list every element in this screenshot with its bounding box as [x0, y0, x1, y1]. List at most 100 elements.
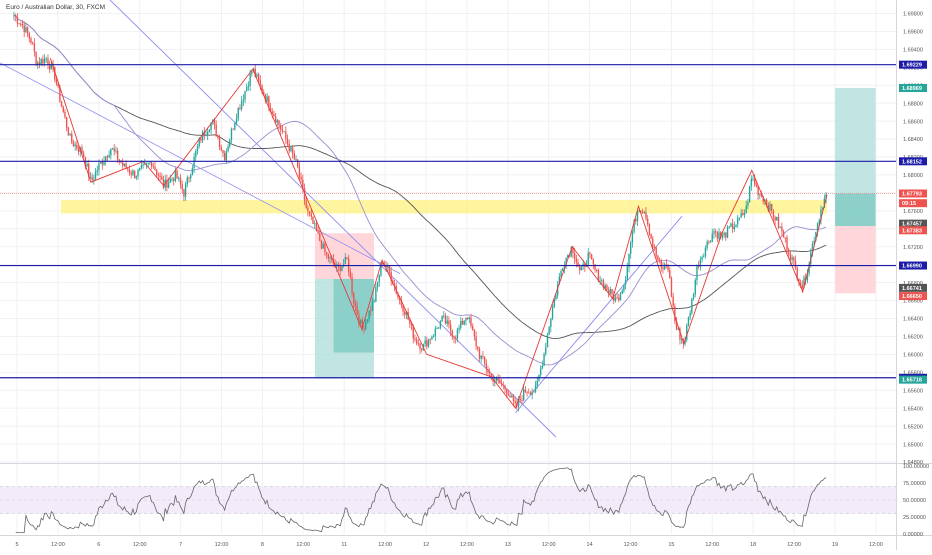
price-labels: 1.69229 1.68969 1.68152 1.67793 09:15 1.67457…: [899, 60, 927, 384]
time-tick-label: 12:00: [133, 542, 147, 548]
candle-body: [361, 320, 363, 329]
candle-body: [48, 64, 51, 70]
candle-body: [400, 299, 403, 306]
candle-body: [731, 223, 734, 230]
candle-body: [127, 168, 129, 170]
candle-body: [750, 178, 753, 187]
short-filled-box: [333, 278, 375, 353]
price-label: 1.66990: [902, 264, 922, 270]
candle-body: [220, 147, 222, 151]
candle-body: [645, 211, 647, 219]
candle-body: [172, 178, 175, 181]
price-label-bg: [899, 157, 927, 166]
candle-body: [251, 71, 253, 74]
candle-body: [237, 107, 239, 119]
candle-body: [694, 279, 696, 295]
candle-body: [130, 172, 132, 175]
candle-body: [541, 365, 544, 369]
candle-body: [660, 260, 662, 268]
candle-body: [787, 249, 790, 254]
candle-body: [329, 257, 331, 259]
candle-body: [446, 320, 448, 324]
candle-body: [139, 167, 141, 171]
price-label: 1.67457: [902, 222, 922, 228]
candle-body: [128, 169, 131, 173]
candle-body: [381, 262, 384, 265]
candle-body: [38, 62, 41, 65]
candle-body: [147, 162, 149, 164]
candle-body: [477, 346, 479, 349]
candle-body: [424, 340, 426, 344]
candle-body: [793, 257, 795, 261]
candle-body: [359, 320, 362, 324]
time-tick-label: 12:00: [215, 542, 229, 548]
candle-body: [478, 348, 481, 359]
candle-body: [65, 117, 68, 128]
candle-body: [105, 156, 107, 162]
candle-body: [743, 212, 746, 216]
candle-body: [786, 237, 788, 250]
candle-body: [30, 38, 32, 43]
candle-body: [64, 111, 66, 118]
candle-body: [463, 320, 465, 325]
candle-body: [111, 148, 114, 150]
candle-body: [721, 235, 724, 238]
candle-body: [439, 321, 442, 328]
candle-body: [183, 189, 185, 197]
candle-body: [240, 101, 243, 109]
candle-body: [517, 399, 520, 407]
candle-body: [217, 136, 219, 138]
candle-body: [560, 270, 562, 277]
time-tick-label: 12:00: [51, 542, 65, 548]
candle-body: [606, 285, 608, 291]
candle-body: [118, 159, 121, 161]
candle-body: [222, 150, 224, 154]
candle-body: [364, 321, 367, 329]
candle-body: [189, 174, 192, 179]
price-tick-label: 1.69800: [903, 12, 923, 18]
candle-body: [218, 137, 221, 148]
candle-body: [534, 385, 537, 392]
candle-body: [356, 306, 358, 315]
time-tick-label: 7: [179, 542, 182, 548]
price-tick-label: 1.66600: [903, 299, 923, 305]
candle-body: [759, 193, 761, 195]
price-label: 1.68152: [902, 159, 922, 165]
candle-body: [319, 233, 321, 241]
candle-body: [619, 293, 622, 301]
candle-body: [488, 372, 491, 374]
candle-body: [755, 184, 758, 186]
candle-body: [67, 127, 70, 136]
candle-body: [667, 265, 669, 271]
price-tick-label: 1.65800: [903, 370, 923, 376]
candle-body: [820, 209, 822, 221]
candle-body: [358, 314, 360, 324]
time-tick-label: 15: [668, 542, 674, 548]
candle-body: [363, 328, 365, 329]
candle-body: [533, 391, 535, 393]
candle-body: [278, 120, 280, 126]
candle-body: [429, 339, 431, 341]
candle-body: [587, 252, 589, 265]
candle-body: [444, 315, 447, 324]
candle-body: [548, 327, 550, 335]
candle-body: [621, 290, 623, 294]
candle-body: [816, 223, 819, 232]
candle-body: [628, 253, 630, 268]
candle-body: [765, 199, 768, 205]
rsi-tick-label: 0.00000: [903, 532, 923, 538]
candle-body: [81, 147, 83, 154]
candle-body: [341, 266, 343, 272]
candle-body: [98, 163, 100, 171]
short-risk-box: [314, 233, 375, 279]
candle-body: [45, 58, 47, 60]
candle-body: [514, 401, 516, 404]
time-tick-label: 14: [587, 542, 593, 548]
candle-body: [648, 224, 651, 235]
candle-body: [57, 83, 59, 87]
price-label-bg: [899, 189, 927, 198]
candle-body: [687, 317, 690, 326]
candle-body: [456, 329, 459, 339]
